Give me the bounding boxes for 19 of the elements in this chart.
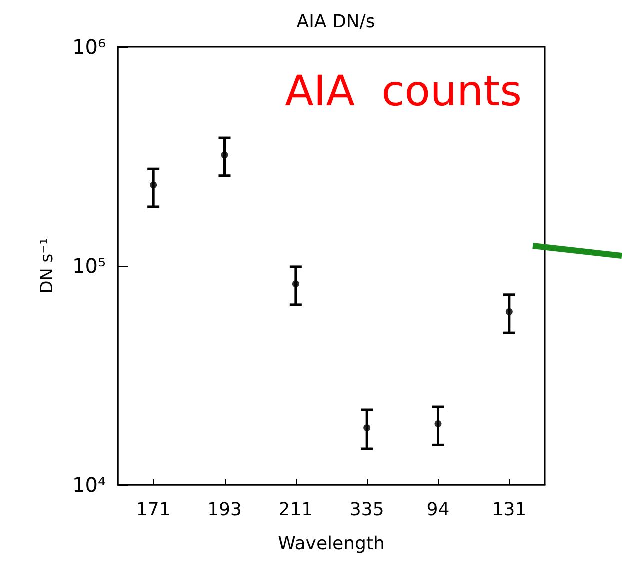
y-tick-label: 10⁶	[72, 35, 106, 59]
point	[434, 420, 442, 428]
x-tick-label: 131	[492, 500, 527, 520]
x-tick-label: 335	[350, 500, 384, 520]
point	[292, 280, 300, 288]
x-tick-label: 171	[136, 500, 171, 520]
y-tick-label: 10⁴	[72, 473, 106, 497]
x-axis-title: Wavelength	[278, 534, 385, 554]
point	[506, 308, 513, 316]
x-tick-label: 193	[208, 500, 242, 520]
x-tick-label: 211	[278, 500, 314, 520]
annotation: AIA counts	[285, 66, 522, 116]
point	[364, 424, 371, 432]
point	[221, 152, 228, 159]
y-tick-label: 10⁵	[72, 254, 106, 278]
point	[150, 182, 158, 189]
y-axis-title: DN s⁻¹	[38, 238, 58, 294]
chart-title: AIA DN/s	[296, 12, 376, 32]
x-tick-label: 94	[426, 500, 450, 520]
